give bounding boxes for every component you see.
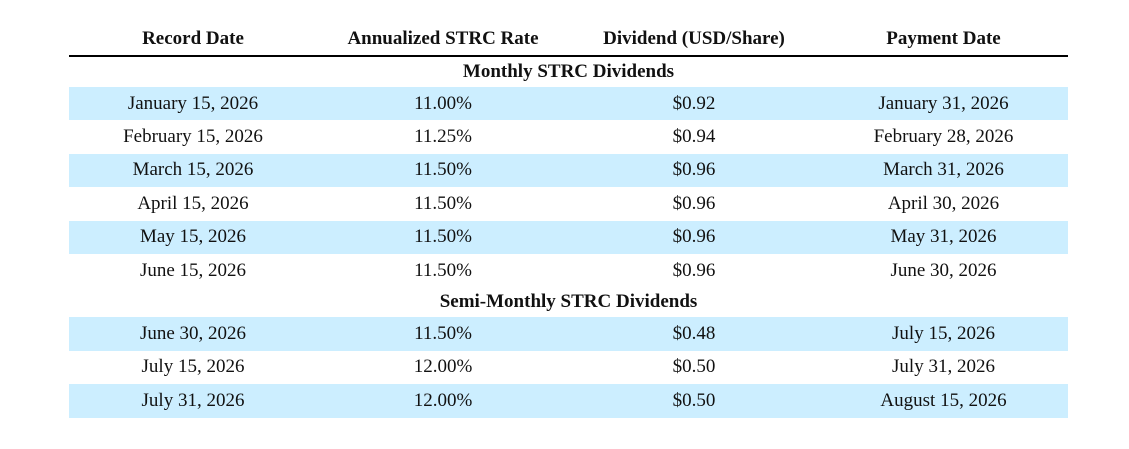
cell-dividend: $0.50 xyxy=(672,356,716,378)
header-payment-date: Payment Date xyxy=(886,27,1001,49)
cell-record-date: June 15, 2026 xyxy=(139,259,247,281)
table-row: June 30, 2026 11.50% $0.48 July 15, 2026 xyxy=(69,317,1068,351)
table-row: May 15, 2026 11.50% $0.96 May 31, 2026 xyxy=(69,220,1068,254)
cell-dividend: $0.50 xyxy=(672,389,716,411)
cell-payment-date: July 15, 2026 xyxy=(892,323,995,345)
cell-payment-date: February 28, 2026 xyxy=(873,126,1014,148)
table-row: February 15, 2026 11.25% $0.94 February … xyxy=(69,120,1068,153)
cell-dividend: $0.96 xyxy=(672,259,716,281)
cell-rate: 12.00% xyxy=(413,389,473,411)
table-row: July 31, 2026 12.00% $0.50 August 15, 20… xyxy=(69,384,1068,418)
table-row: January 15, 2026 11.00% $0.92 January 31… xyxy=(69,87,1068,121)
header-rate: Annualized STRC Rate xyxy=(347,27,539,49)
cell-record-date: July 15, 2026 xyxy=(141,356,245,378)
cell-payment-date: March 31, 2026 xyxy=(883,159,1004,181)
cell-record-date: April 15, 2026 xyxy=(137,192,249,214)
cell-payment-date: May 31, 2026 xyxy=(890,226,997,248)
cell-record-date: February 15, 2026 xyxy=(123,126,263,148)
cell-dividend: $0.92 xyxy=(672,92,716,114)
section-title-semi-monthly: Semi-Monthly STRC Dividends xyxy=(439,291,698,313)
cell-dividend: $0.48 xyxy=(672,323,716,345)
cell-dividend: $0.96 xyxy=(672,192,716,214)
cell-payment-date: July 31, 2026 xyxy=(892,356,995,378)
cell-record-date: January 15, 2026 xyxy=(127,92,259,114)
cell-rate: 11.25% xyxy=(414,126,472,148)
cell-rate: 11.50% xyxy=(414,192,472,214)
cell-rate: 11.50% xyxy=(414,159,472,181)
cell-dividend: $0.96 xyxy=(672,226,716,248)
cell-record-date: March 15, 2026 xyxy=(132,159,254,181)
table-row: June 15, 2026 11.50% $0.96 June 30, 2026 xyxy=(69,254,1068,287)
table-row: July 15, 2026 12.00% $0.50 July 31, 2026 xyxy=(69,351,1068,384)
cell-rate: 11.00% xyxy=(414,92,472,114)
header-dividend: Dividend (USD/Share) xyxy=(603,27,785,49)
cell-payment-date: January 31, 2026 xyxy=(878,92,1009,114)
cell-dividend: $0.96 xyxy=(672,159,716,181)
cell-rate: 11.50% xyxy=(414,259,472,281)
cell-payment-date: August 15, 2026 xyxy=(880,389,1007,411)
table-row: March 15, 2026 11.50% $0.96 March 31, 20… xyxy=(69,153,1068,188)
dividend-table: Record Date Annualized STRC Rate Dividen… xyxy=(69,22,1068,418)
cell-rate: 12.00% xyxy=(413,356,473,378)
section-title-monthly: Monthly STRC Dividends xyxy=(462,61,675,82)
table-header: Record Date Annualized STRC Rate Dividen… xyxy=(69,22,1068,57)
cell-payment-date: April 30, 2026 xyxy=(887,192,1000,214)
header-record-date: Record Date xyxy=(142,27,244,49)
cell-record-date: June 30, 2026 xyxy=(139,323,247,345)
cell-rate: 11.50% xyxy=(414,226,472,248)
cell-record-date: May 15, 2026 xyxy=(139,226,247,248)
cell-record-date: July 31, 2026 xyxy=(141,389,245,411)
cell-rate: 11.50% xyxy=(414,323,472,345)
cell-payment-date: June 30, 2026 xyxy=(890,259,997,281)
table-row: April 15, 2026 11.50% $0.96 April 30, 20… xyxy=(69,187,1068,220)
cell-dividend: $0.94 xyxy=(672,126,716,148)
